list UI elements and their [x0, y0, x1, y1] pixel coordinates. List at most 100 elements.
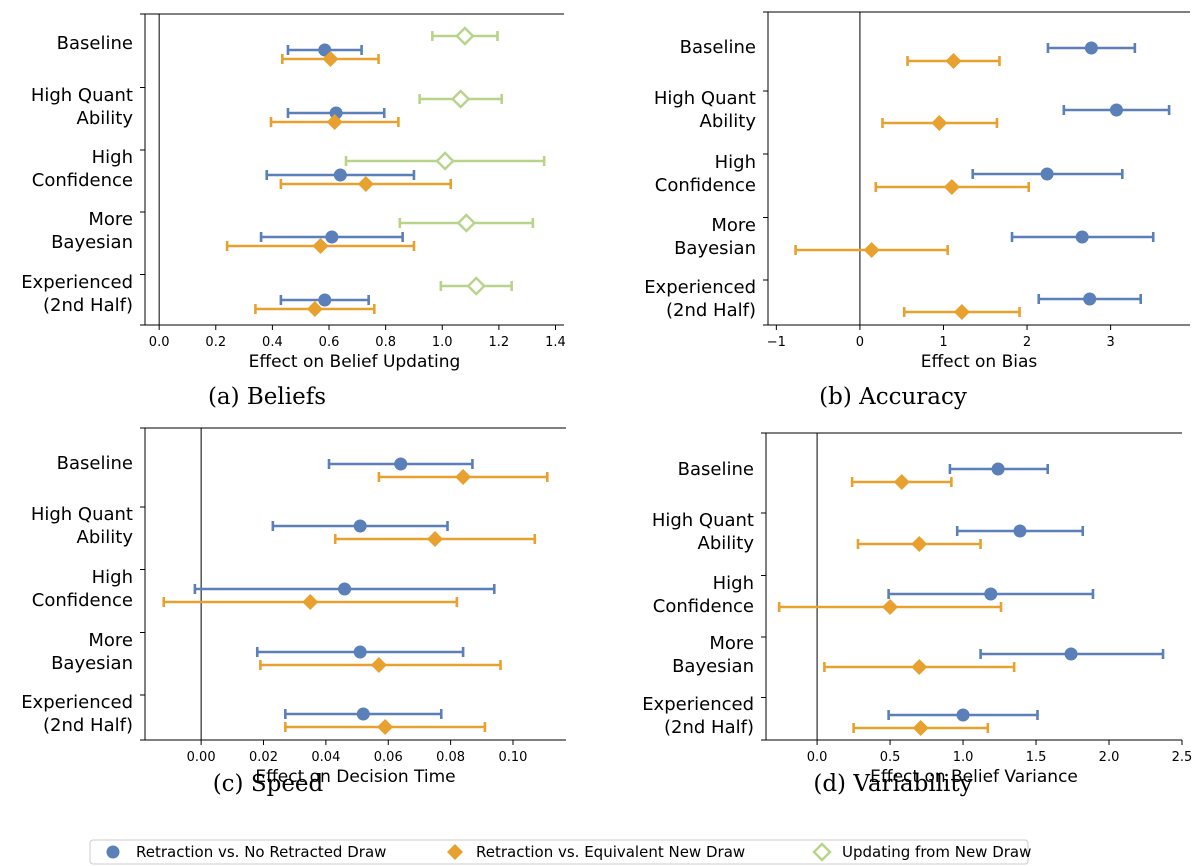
- category-label-line: Bayesian: [51, 653, 133, 674]
- x-tick-label: 0.04: [311, 750, 340, 765]
- legend-marker: [812, 842, 832, 862]
- panel-caption: (d) Variability: [813, 771, 972, 797]
- series-retraction-no-retracted: [259, 43, 416, 307]
- category-label-line: High: [713, 573, 754, 594]
- point-estimate: [306, 301, 323, 317]
- series-retraction-no-retracted: [193, 457, 496, 721]
- point-estimate: [882, 599, 899, 615]
- x-tick-label: 0.10: [499, 750, 528, 765]
- point-estimate: [943, 179, 960, 195]
- point-estimate: [322, 51, 339, 67]
- x-axis-label: Effect on Decision Time: [255, 767, 455, 787]
- series-retraction-equivalent-new: [162, 469, 549, 735]
- category-label: More Bayesian: [51, 209, 133, 253]
- category-label: More Bayesian: [674, 215, 756, 259]
- point-estimate: [455, 26, 475, 46]
- point-estimate: [945, 53, 962, 69]
- x-tick-label: 1.5: [1026, 750, 1047, 765]
- category-label: More Bayesian: [51, 630, 133, 674]
- legend-label: Updating from New Draw: [842, 843, 1031, 861]
- category-label-line: High: [92, 567, 133, 588]
- category-label-line: Ability: [77, 527, 134, 548]
- point-estimate: [863, 242, 880, 258]
- category-label: Baseline: [57, 453, 133, 474]
- point-estimate: [911, 659, 928, 675]
- category-label: High Quant Ability: [652, 510, 755, 554]
- point-estimate: [318, 43, 332, 57]
- point-estimate: [353, 519, 367, 533]
- point-estimate: [333, 168, 347, 182]
- x-tick-label: 0.0: [807, 750, 828, 765]
- category-label-line: Confidence: [32, 590, 133, 611]
- category-label-line: (2nd Half): [43, 295, 133, 316]
- category-label-line: Bayesian: [672, 656, 754, 677]
- x-tick-label: 0.8: [375, 335, 396, 350]
- category-label: Experienced (2nd Half): [21, 692, 133, 736]
- point-estimate: [466, 276, 486, 296]
- legend-marker: [106, 845, 120, 859]
- point-estimate: [318, 293, 332, 307]
- legend-marker: [447, 844, 463, 860]
- point-estimate: [326, 114, 343, 130]
- chart-panel-2: −1 0 1 2 3 Effect on Bias Baseline High Quant Ab…: [644, 11, 1190, 410]
- category-label-line: Ability: [700, 111, 757, 132]
- legend-label: Retraction vs. No Retracted Draw: [136, 843, 386, 861]
- chart-panel-4: 0.0 0.5 1.0 1.5 2.0 2.5 Effect on Belief Varia…: [642, 432, 1193, 797]
- series-retraction-equivalent-new: [794, 53, 1031, 320]
- category-label-line: Confidence: [653, 596, 754, 617]
- category-label: High Confidence: [32, 147, 133, 191]
- category-label-line: High Quant: [31, 85, 133, 106]
- x-tick-label: −1: [767, 335, 786, 350]
- category-label-line: High Quant: [652, 510, 754, 531]
- point-estimate: [377, 719, 394, 735]
- category-label: Baseline: [57, 33, 133, 54]
- legend-item-retraction-equivalent-new: Retraction vs. Equivalent New Draw: [447, 843, 745, 861]
- point-estimate: [325, 230, 339, 244]
- category-label-line: More: [88, 209, 133, 230]
- x-tick-label: 0.4: [262, 335, 283, 350]
- category-label: Experienced (2nd Half): [644, 277, 756, 321]
- x-tick-label: 2: [1023, 335, 1031, 350]
- legend: Retraction vs. No Retracted Draw Retracti…: [89, 839, 1031, 865]
- category-label: Baseline: [680, 37, 756, 58]
- point-estimate: [1040, 167, 1054, 181]
- category-label-line: Experienced: [642, 694, 754, 715]
- point-estimate: [1109, 103, 1123, 117]
- panel-caption: (c) Speed: [213, 771, 324, 797]
- x-tick-label: 3: [1106, 335, 1114, 350]
- point-estimate: [338, 582, 352, 596]
- category-label: Experienced (2nd Half): [642, 694, 754, 738]
- series-retraction-equivalent-new: [225, 51, 453, 317]
- category-label-line: More: [88, 630, 133, 651]
- point-estimate: [984, 587, 998, 601]
- category-label-line: High: [92, 147, 133, 168]
- point-estimate: [370, 657, 387, 673]
- category-label-line: Experienced: [21, 692, 133, 713]
- category-label: More Bayesian: [672, 633, 754, 677]
- point-estimate: [427, 531, 444, 547]
- x-axis-label: Effect on Belief Variance: [870, 767, 1078, 787]
- point-estimate: [912, 720, 929, 736]
- point-estimate: [456, 213, 477, 233]
- chart-panel-3: 0.00 0.02 0.04 0.06 0.08 0.10 Effect on Decisi…: [21, 427, 566, 797]
- category-label-line: Confidence: [32, 170, 133, 191]
- x-tick-label: 0.02: [249, 750, 278, 765]
- point-estimate: [1064, 647, 1078, 661]
- legend-item-retraction-no-retracted: Retraction vs. No Retracted Draw: [106, 843, 386, 861]
- category-label-line: Experienced: [644, 277, 756, 298]
- x-tick-label: 1.0: [432, 335, 453, 350]
- x-axis-label: Effect on Bias: [921, 352, 1038, 372]
- category-label-line: More: [709, 633, 754, 654]
- category-label: Experienced (2nd Half): [21, 272, 133, 316]
- category-label: Baseline: [678, 459, 754, 480]
- x-axis-label: Effect on Belief Updating: [249, 352, 461, 372]
- x-tick-label: 2.0: [1099, 750, 1120, 765]
- x-tick-label: 2.5: [1172, 750, 1193, 765]
- point-estimate: [931, 115, 948, 131]
- category-label-line: Bayesian: [674, 238, 756, 259]
- x-tick-label: 1.0: [953, 750, 974, 765]
- legend-label: Retraction vs. Equivalent New Draw: [476, 843, 745, 861]
- point-estimate: [356, 707, 370, 721]
- point-estimate: [956, 708, 970, 722]
